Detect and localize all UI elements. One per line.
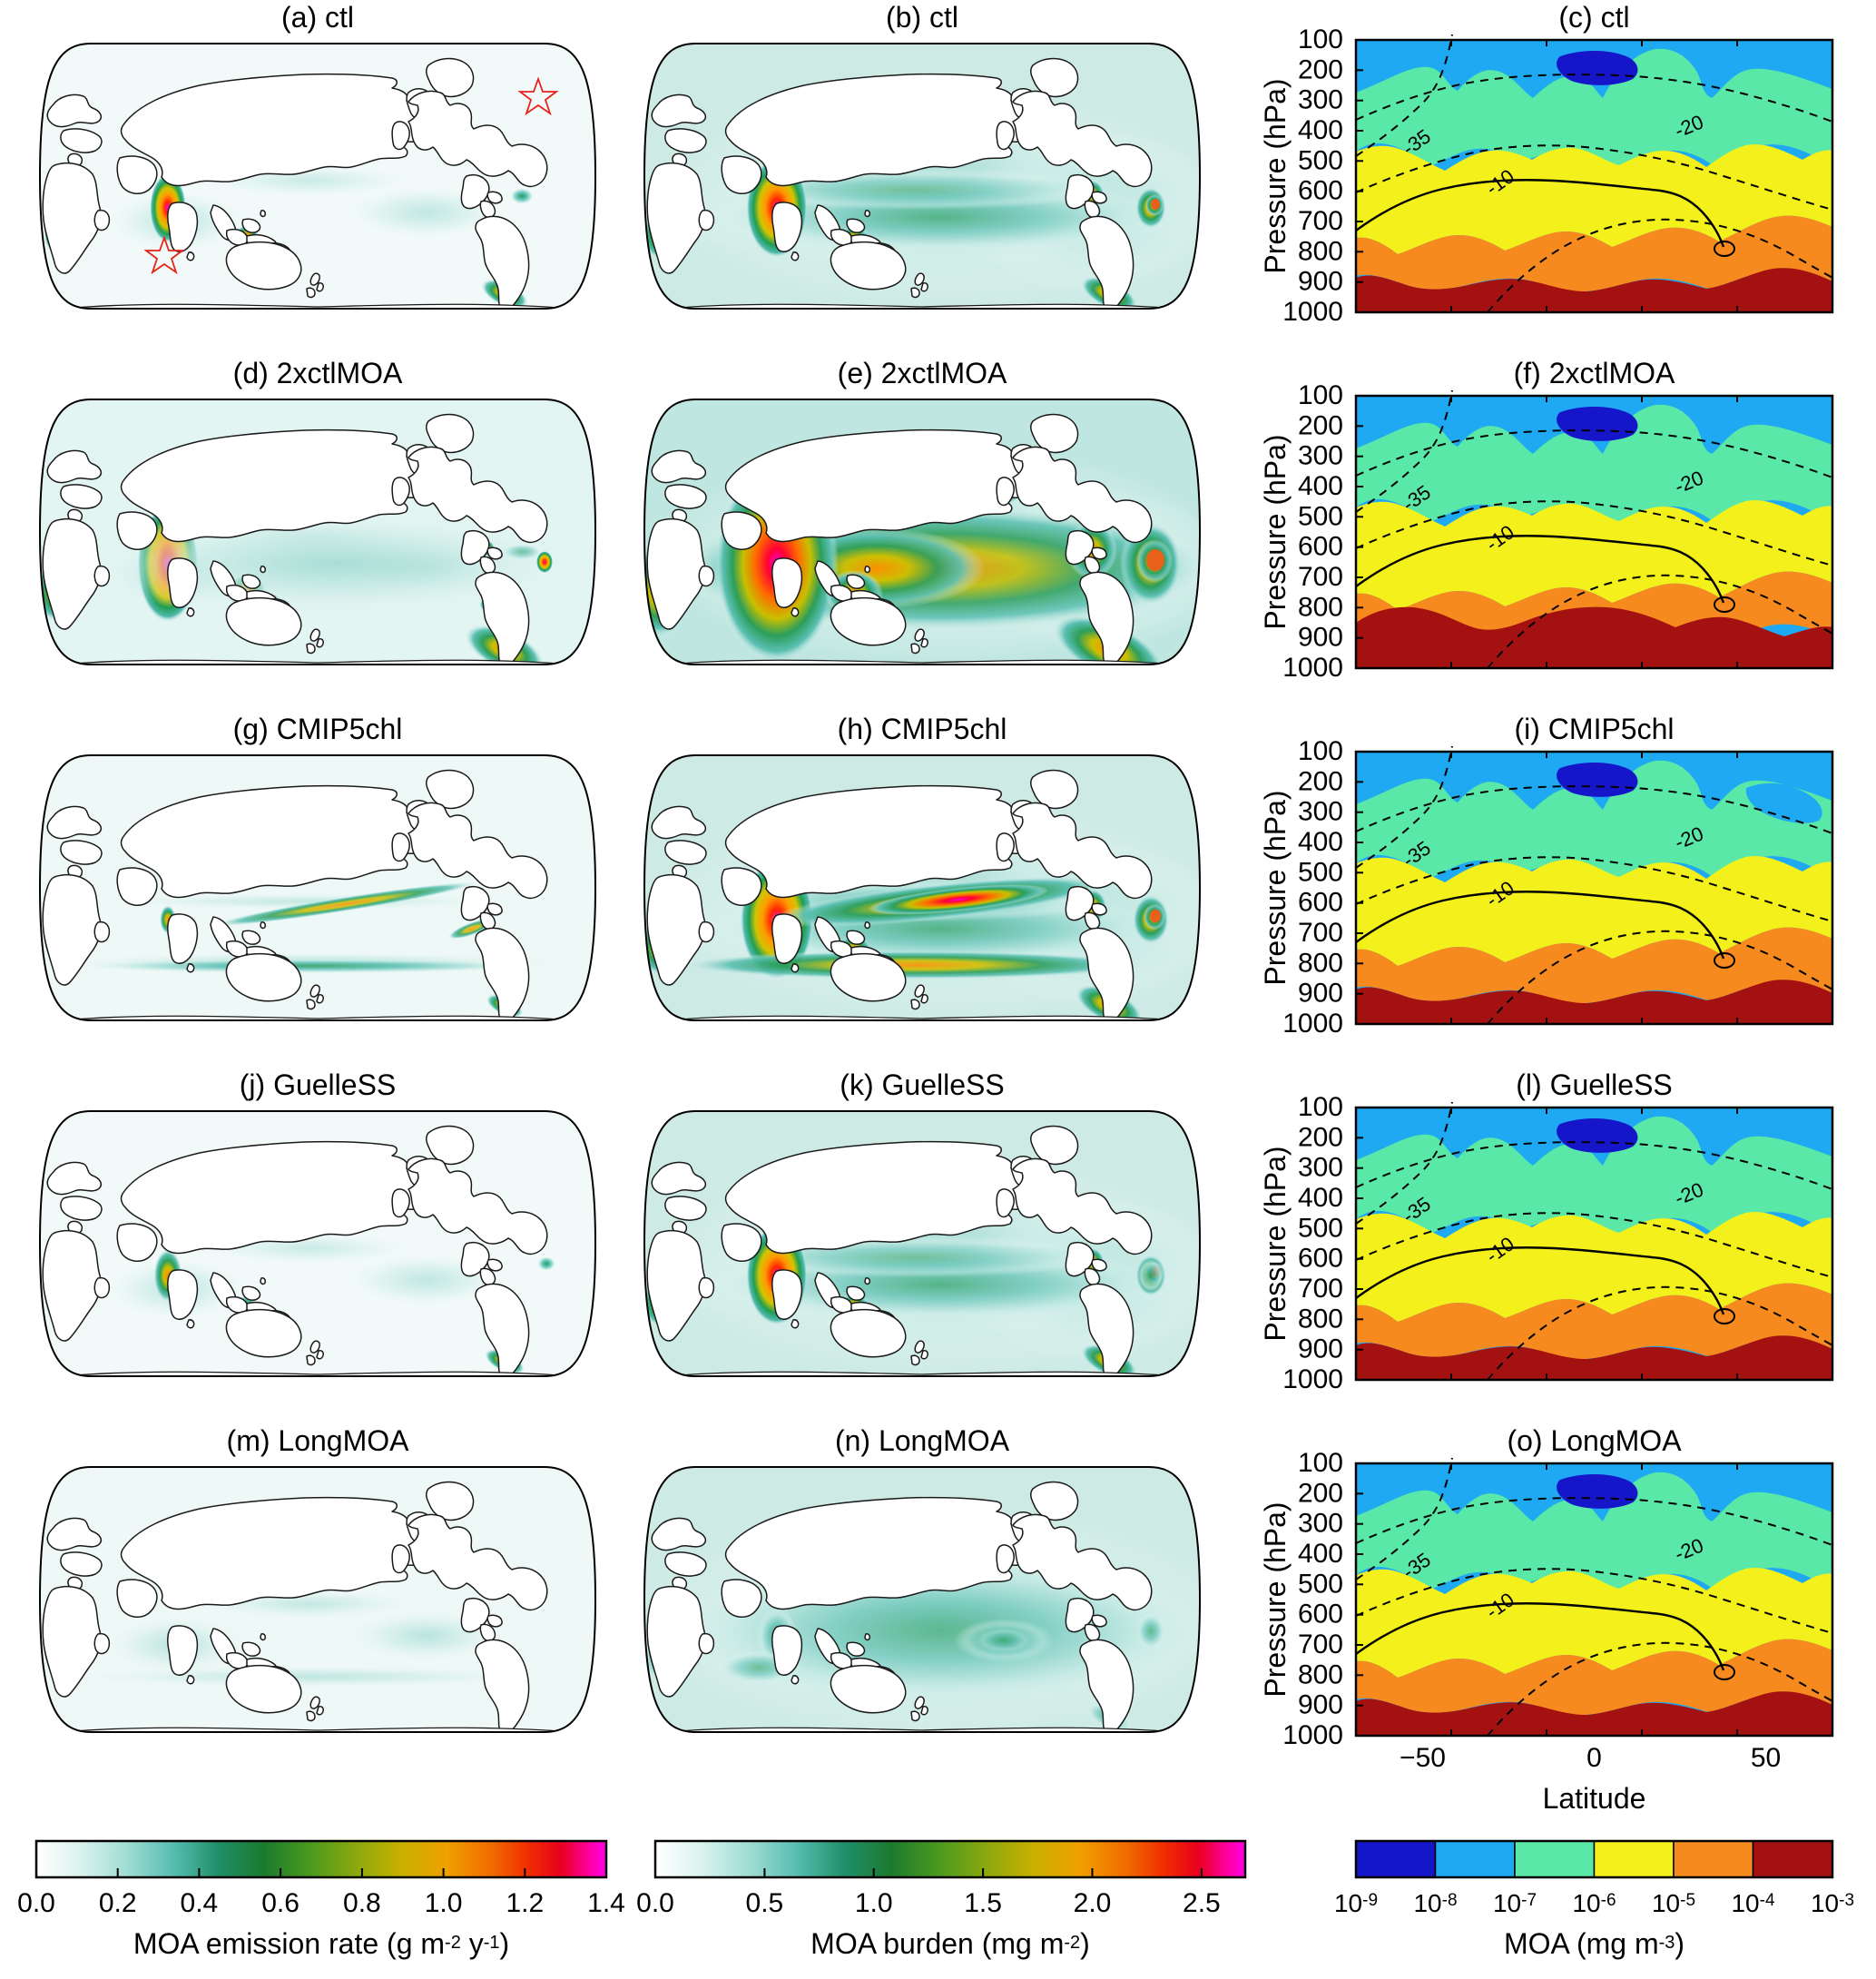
svg-text:300: 300	[1298, 441, 1343, 471]
svg-text:600: 600	[1298, 532, 1343, 562]
svg-text:10-4: 10-4	[1731, 1889, 1774, 1917]
svg-text:(h) CMIP5chl: (h) CMIP5chl	[838, 713, 1007, 745]
svg-text:800: 800	[1298, 948, 1343, 978]
svg-text:800: 800	[1298, 236, 1343, 266]
svg-text:(b) ctl: (b) ctl	[886, 1, 958, 34]
svg-text:10-7: 10-7	[1493, 1889, 1537, 1917]
svg-text:Latitude: Latitude	[1543, 1782, 1646, 1815]
svg-text:100: 100	[1298, 736, 1343, 766]
svg-text:(f) 2xctlMOA: (f) 2xctlMOA	[1514, 357, 1675, 389]
svg-text:(e) 2xctlMOA: (e) 2xctlMOA	[838, 357, 1007, 389]
svg-text:1000: 1000	[1282, 297, 1343, 327]
svg-text:100: 100	[1298, 25, 1343, 54]
svg-text:0.4: 0.4	[181, 1888, 219, 1918]
svg-text:900: 900	[1298, 267, 1343, 297]
svg-text:600: 600	[1298, 176, 1343, 206]
svg-text:(l) GuelleSS: (l) GuelleSS	[1516, 1068, 1673, 1101]
svg-text:700: 700	[1298, 206, 1343, 236]
svg-text:700: 700	[1298, 1629, 1343, 1659]
svg-text:600: 600	[1298, 888, 1343, 918]
svg-text:400: 400	[1298, 1183, 1343, 1213]
svg-text:200: 200	[1298, 410, 1343, 440]
svg-text:(m) LongMOA: (m) LongMOA	[227, 1424, 410, 1457]
svg-text:500: 500	[1298, 857, 1343, 887]
svg-text:0.5: 0.5	[746, 1888, 784, 1918]
svg-text:(c) ctl: (c) ctl	[1558, 1, 1629, 34]
svg-text:10-8: 10-8	[1413, 1889, 1457, 1917]
svg-text:300: 300	[1298, 1153, 1343, 1183]
svg-text:(o) LongMOA: (o) LongMOA	[1507, 1424, 1682, 1457]
svg-text:400: 400	[1298, 827, 1343, 857]
svg-text:Pressure (hPa): Pressure (hPa)	[1259, 1501, 1292, 1697]
svg-text:−50: −50	[1400, 1743, 1446, 1773]
svg-text:10-6: 10-6	[1572, 1889, 1616, 1917]
svg-text:10-3: 10-3	[1811, 1889, 1854, 1917]
svg-text:0.2: 0.2	[99, 1888, 137, 1918]
svg-text:MOA emission rate (g m-2 y-1): MOA emission rate (g m-2 y-1)	[133, 1927, 509, 1960]
svg-text:400: 400	[1298, 115, 1343, 145]
svg-text:(j) GuelleSS: (j) GuelleSS	[240, 1068, 397, 1101]
svg-text:2.0: 2.0	[1074, 1888, 1112, 1918]
svg-text:700: 700	[1298, 1274, 1343, 1304]
svg-text:800: 800	[1298, 1304, 1343, 1334]
svg-text:0.8: 0.8	[343, 1888, 381, 1918]
svg-text:900: 900	[1298, 1334, 1343, 1364]
svg-text:MOA burden (mg m-2): MOA burden (mg m-2)	[810, 1927, 1090, 1960]
svg-text:1000: 1000	[1282, 1720, 1343, 1750]
svg-text:600: 600	[1298, 1600, 1343, 1629]
svg-text:300: 300	[1298, 797, 1343, 827]
svg-text:2.5: 2.5	[1183, 1888, 1221, 1918]
svg-text:0: 0	[1586, 1743, 1602, 1773]
svg-text:500: 500	[1298, 145, 1343, 175]
svg-text:50: 50	[1751, 1743, 1781, 1773]
svg-text:1000: 1000	[1282, 653, 1343, 683]
svg-text:900: 900	[1298, 623, 1343, 653]
svg-text:700: 700	[1298, 918, 1343, 948]
svg-text:0.6: 0.6	[261, 1888, 300, 1918]
svg-text:500: 500	[1298, 1569, 1343, 1599]
svg-text:1000: 1000	[1282, 1364, 1343, 1394]
svg-text:Pressure (hPa): Pressure (hPa)	[1259, 434, 1292, 629]
svg-text:1000: 1000	[1282, 1009, 1343, 1039]
svg-text:MOA (mg m-3): MOA (mg m-3)	[1504, 1927, 1684, 1960]
svg-text:10-9: 10-9	[1334, 1889, 1378, 1917]
svg-text:900: 900	[1298, 1690, 1343, 1720]
svg-text:500: 500	[1298, 501, 1343, 531]
svg-text:Pressure (hPa): Pressure (hPa)	[1259, 1146, 1292, 1341]
svg-text:800: 800	[1298, 592, 1343, 622]
svg-text:100: 100	[1298, 380, 1343, 410]
svg-text:1.5: 1.5	[964, 1888, 1002, 1918]
svg-text:100: 100	[1298, 1448, 1343, 1478]
svg-text:(d) 2xctlMOA: (d) 2xctlMOA	[233, 357, 403, 389]
svg-text:0.0: 0.0	[636, 1888, 674, 1918]
svg-text:400: 400	[1298, 471, 1343, 501]
svg-text:(i) CMIP5chl: (i) CMIP5chl	[1514, 713, 1674, 745]
svg-text:1.4: 1.4	[587, 1888, 625, 1918]
svg-text:600: 600	[1298, 1244, 1343, 1274]
svg-text:(g) CMIP5chl: (g) CMIP5chl	[233, 713, 403, 745]
svg-text:300: 300	[1298, 85, 1343, 115]
svg-text:1.0: 1.0	[425, 1888, 463, 1918]
svg-text:10-5: 10-5	[1652, 1889, 1695, 1917]
svg-text:(a) ctl: (a) ctl	[281, 1, 354, 34]
svg-text:300: 300	[1298, 1509, 1343, 1539]
svg-text:1.0: 1.0	[855, 1888, 893, 1918]
svg-text:200: 200	[1298, 1122, 1343, 1152]
svg-text:700: 700	[1298, 562, 1343, 592]
svg-text:200: 200	[1298, 766, 1343, 796]
svg-text:500: 500	[1298, 1213, 1343, 1243]
svg-text:(n) LongMOA: (n) LongMOA	[835, 1424, 1010, 1457]
svg-text:800: 800	[1298, 1659, 1343, 1689]
svg-text:200: 200	[1298, 1478, 1343, 1508]
svg-text:Pressure (hPa): Pressure (hPa)	[1259, 78, 1292, 273]
svg-text:(k) GuelleSS: (k) GuelleSS	[840, 1068, 1004, 1101]
svg-text:0.0: 0.0	[17, 1888, 55, 1918]
svg-text:Pressure (hPa): Pressure (hPa)	[1259, 790, 1292, 985]
svg-text:200: 200	[1298, 54, 1343, 84]
svg-text:400: 400	[1298, 1539, 1343, 1569]
svg-text:1.2: 1.2	[506, 1888, 544, 1918]
svg-text:100: 100	[1298, 1092, 1343, 1122]
svg-text:900: 900	[1298, 979, 1343, 1009]
